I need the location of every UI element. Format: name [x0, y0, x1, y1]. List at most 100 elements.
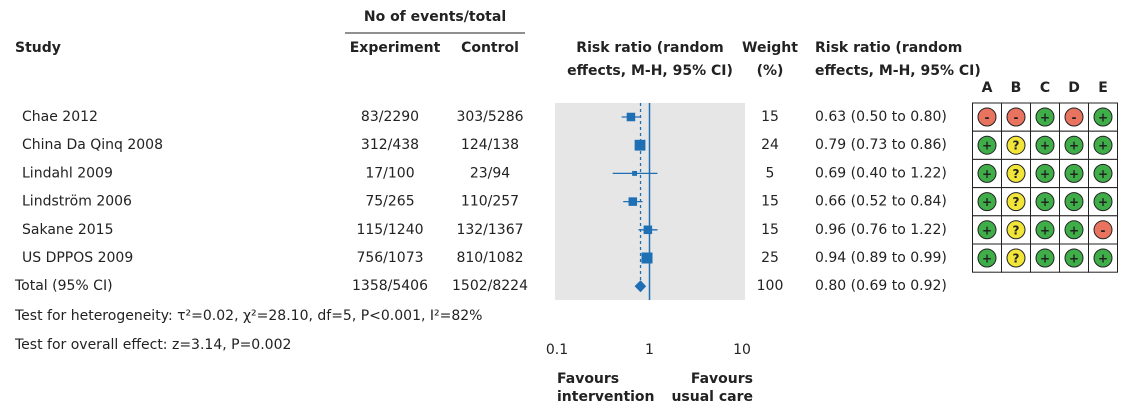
bias-symbol: - [1014, 111, 1019, 125]
bias-symbol: + [1040, 252, 1050, 266]
estimate-square [632, 170, 638, 176]
bias-symbol: + [982, 195, 992, 209]
bias-symbol: - [1072, 111, 1077, 125]
estimate-square [643, 225, 653, 235]
bias-circle [1035, 107, 1055, 127]
bias-symbol: + [1098, 139, 1108, 153]
control: 810/1082 [456, 250, 523, 266]
bias-symbol: - [985, 111, 990, 125]
bias-symbol: ? [1013, 167, 1020, 181]
bias-symbol: + [1098, 167, 1108, 181]
bias-domain: E [1098, 80, 1108, 96]
bias-circle [1006, 220, 1026, 240]
bias-symbol: + [982, 223, 992, 237]
favours-left: intervention [557, 389, 655, 405]
experiment: 312/438 [361, 137, 419, 153]
estimate-label: 0.66 (0.52 to 0.84) [815, 194, 947, 210]
bias-symbol: + [1098, 195, 1108, 209]
estimate-label: 0.69 (0.40 to 1.22) [815, 165, 947, 181]
control: 23/94 [470, 165, 510, 181]
bias-symbol: + [1069, 167, 1079, 181]
estimate-label: 0.94 (0.89 to 0.99) [815, 250, 947, 266]
bias-symbol: + [1069, 223, 1079, 237]
estimate-label: 0.79 (0.73 to 0.86) [815, 137, 947, 153]
bias-circle [977, 192, 997, 212]
bias-circle [1064, 192, 1084, 212]
bias-circle [1006, 248, 1026, 268]
experiment: 115/1240 [356, 222, 423, 238]
header: Experiment [350, 40, 441, 56]
header: Risk ratio (random [815, 40, 962, 56]
bias-symbol: + [1069, 139, 1079, 153]
estimate-square [634, 139, 646, 151]
experiment: 75/265 [365, 194, 414, 210]
bias-symbol: + [1069, 195, 1079, 209]
experiment: 1358/5406 [352, 278, 428, 294]
bias-symbol: + [1040, 139, 1050, 153]
bias-symbol: - [1101, 223, 1106, 237]
bias-circle [1006, 163, 1026, 183]
x-tick-label: 0.1 [546, 342, 568, 358]
header: Weight [742, 40, 798, 56]
header-group: No of events/total [364, 9, 506, 25]
header: effects, M-H, 95% CI) [567, 63, 733, 79]
bias-symbol: + [1040, 167, 1050, 181]
weight: 100 [757, 278, 784, 294]
study-name: Lindahl 2009 [22, 165, 113, 181]
experiment: 756/1073 [356, 250, 423, 266]
bias-symbol: + [1098, 252, 1108, 266]
x-tick-label: 1 [645, 342, 654, 358]
bias-circle [1035, 220, 1055, 240]
total-label: Total (95% CI) [14, 278, 113, 294]
bias-symbol: + [982, 252, 992, 266]
heterogeneity: Test for heterogeneity: τ²=0.02, χ²=28.1… [14, 308, 482, 324]
bias-circle [1006, 107, 1026, 127]
bias-circle [1093, 192, 1113, 212]
experiment: 17/100 [365, 165, 414, 181]
bias-circle [1035, 248, 1055, 268]
bias-symbol: + [1069, 252, 1079, 266]
estimate-square [628, 197, 638, 206]
overall-effect: Test for overall effect: z=3.14, P=0.002 [14, 337, 291, 353]
bias-domain: B [1011, 80, 1022, 96]
bias-circle [977, 163, 997, 183]
weight: 5 [766, 165, 775, 181]
study-name: US DPPOS 2009 [22, 250, 133, 266]
weight: 15 [761, 109, 779, 125]
estimate-label: 0.96 (0.76 to 1.22) [815, 222, 947, 238]
estimate-label: 0.80 (0.69 to 0.92) [815, 278, 947, 294]
header: Study [15, 40, 61, 56]
control: 124/138 [461, 137, 519, 153]
bias-circle [977, 107, 997, 127]
bias-symbol: + [1040, 195, 1050, 209]
favours-right: Favours [691, 371, 753, 387]
bias-symbol: + [1040, 111, 1050, 125]
bias-circle [1064, 135, 1084, 155]
bias-symbol: + [982, 167, 992, 181]
bias-circle [1064, 248, 1084, 268]
bias-circle [1035, 135, 1055, 155]
bias-symbol: ? [1013, 252, 1020, 266]
experiment: 83/2290 [361, 109, 419, 125]
weight: 15 [761, 194, 779, 210]
header: effects, M-H, 95% CI) [815, 63, 981, 79]
bias-circle [977, 220, 997, 240]
bias-symbol: + [982, 139, 992, 153]
bias-symbol: ? [1013, 139, 1020, 153]
header: Risk ratio (random [576, 40, 723, 56]
bias-circle [1093, 248, 1113, 268]
bias-circle [1035, 192, 1055, 212]
study-name: Chae 2012 [22, 109, 98, 125]
control: 110/257 [461, 194, 519, 210]
favours-right: usual care [671, 389, 753, 405]
bias-domain: C [1040, 80, 1050, 96]
bias-circle [1006, 192, 1026, 212]
bias-circle [977, 135, 997, 155]
control: 132/1367 [456, 222, 523, 238]
bias-symbol: + [1098, 111, 1108, 125]
bias-circle [1064, 107, 1084, 127]
estimate-label: 0.63 (0.50 to 0.80) [815, 109, 947, 125]
bias-circle [1006, 135, 1026, 155]
favours-left: Favours [557, 371, 619, 387]
